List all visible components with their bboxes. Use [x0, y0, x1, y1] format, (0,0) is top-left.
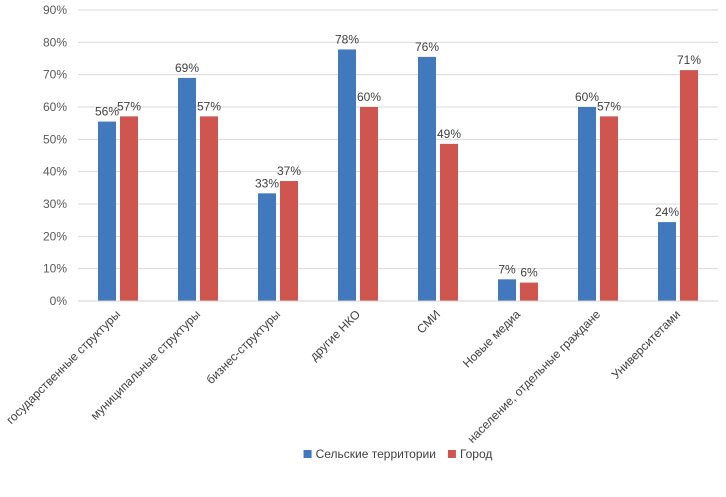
data-label: 69%: [175, 61, 199, 75]
bar: [360, 107, 378, 301]
bar: [440, 143, 458, 301]
bar: [98, 121, 116, 301]
data-labels: 56%57%69%57%33%37%78%60%76%49%7% 6%60%57%…: [95, 32, 701, 279]
y-tick-label: 0%: [50, 294, 68, 308]
data-label: 56%: [95, 105, 119, 119]
bar: [520, 282, 538, 301]
bar: [258, 193, 276, 301]
bar: [200, 116, 218, 301]
data-label: 24%: [655, 205, 679, 219]
data-label: 76%: [415, 40, 439, 54]
bar: [338, 49, 356, 301]
bar: [178, 77, 196, 302]
grid-lines: [78, 9, 718, 270]
data-label: 78%: [335, 32, 359, 46]
data-label: 57%: [597, 99, 621, 113]
bar: [658, 222, 676, 301]
legend-label: Город: [460, 447, 492, 461]
data-label: 57%: [197, 99, 221, 113]
data-label: 33%: [255, 176, 279, 190]
y-axis-ticks: 0% 10% 20% 30% 40% 50% 60% 70% 80% 90%: [43, 3, 67, 308]
bar: [498, 279, 516, 301]
data-label: 49%: [437, 127, 461, 141]
bar: [418, 56, 436, 302]
data-label: 37%: [277, 164, 301, 178]
bar: [680, 70, 698, 301]
category-label: Новые медиа: [460, 307, 523, 370]
y-tick-label: 80%: [43, 35, 67, 49]
bar: [120, 116, 138, 301]
data-label: 7%: [498, 262, 516, 276]
y-tick-label: 40%: [43, 165, 67, 179]
data-label: 60%: [575, 90, 599, 104]
y-tick-label: 30%: [43, 197, 67, 211]
bar: [600, 116, 618, 301]
category-label: другие НКО: [307, 307, 363, 363]
bars: [98, 49, 698, 302]
y-tick-label: 10%: [43, 262, 67, 276]
legend-swatch: [303, 450, 312, 458]
data-label: 57%: [117, 99, 141, 113]
category-label: СМИ: [414, 307, 443, 336]
category-label: население, отдельные граждане: [465, 307, 604, 446]
category-label: Университетами: [609, 307, 683, 381]
y-tick-label: 20%: [43, 229, 67, 243]
y-tick-label: 50%: [43, 132, 67, 146]
legend-swatch: [447, 450, 456, 458]
data-label: 6%: [520, 266, 538, 280]
y-tick-label: 90%: [43, 3, 67, 17]
category-label: бизнес-структуры: [204, 307, 284, 387]
y-tick-label: 70%: [43, 68, 67, 82]
y-tick-label: 60%: [43, 100, 67, 114]
legend: Сельские территории Город: [303, 447, 492, 461]
legend-label: Сельские территории: [316, 447, 436, 461]
data-label: 71%: [677, 53, 701, 67]
bar: [280, 181, 298, 301]
data-label: 60%: [357, 90, 381, 104]
bar: [578, 107, 596, 301]
